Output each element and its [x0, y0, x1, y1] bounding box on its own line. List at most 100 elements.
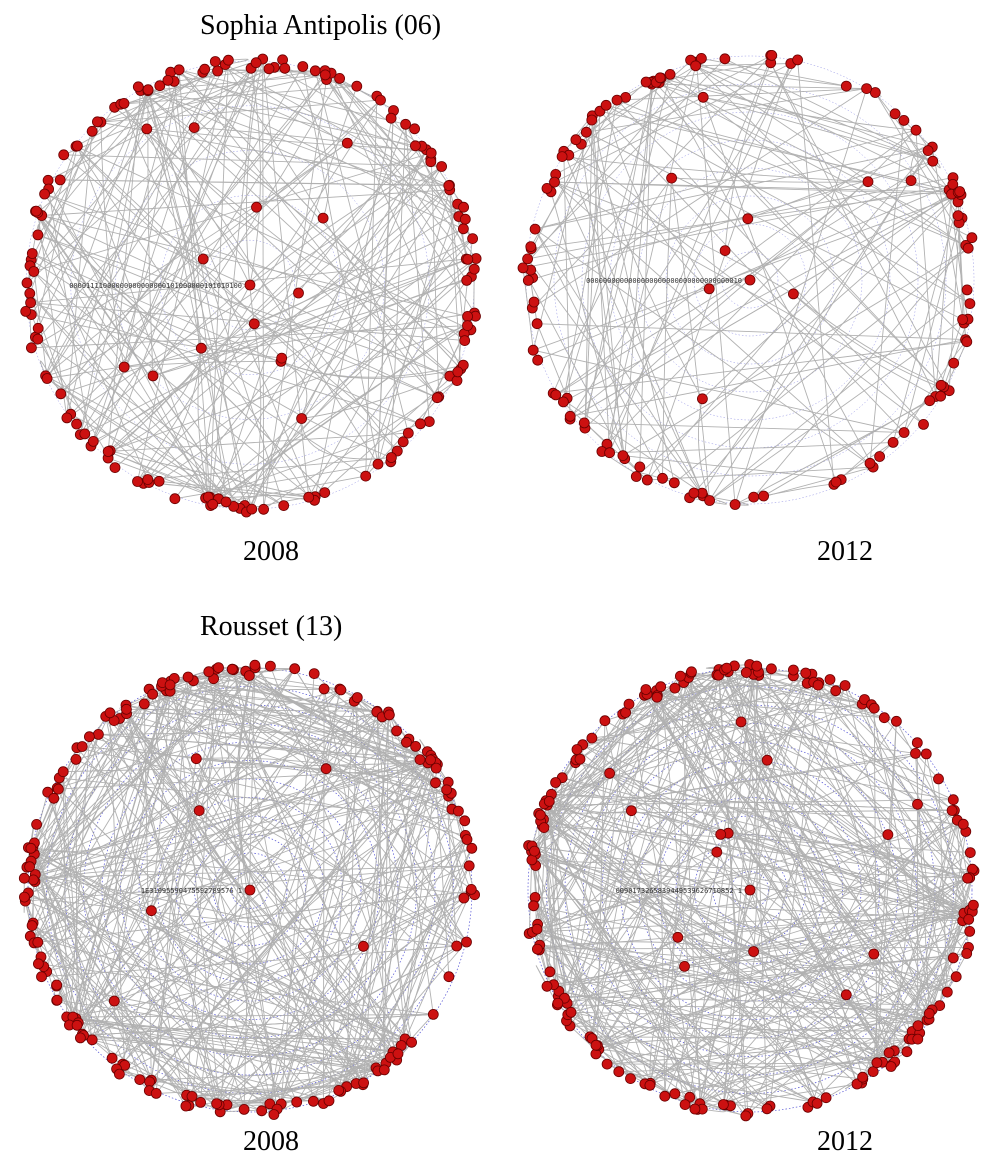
- network-edge: [170, 688, 340, 692]
- network-node: [458, 201, 470, 213]
- network-edge: [340, 762, 429, 1092]
- network-edge: [562, 156, 869, 183]
- network-node: [173, 64, 185, 76]
- network-node: [443, 180, 455, 192]
- network-node: [830, 685, 842, 697]
- network-edge: [693, 191, 961, 494]
- network-edge: [551, 793, 964, 825]
- network-edge: [47, 792, 141, 1080]
- network-edge: [89, 736, 387, 1064]
- network-node: [964, 298, 976, 310]
- network-edge: [671, 178, 711, 501]
- network-node: [711, 846, 723, 858]
- network-node: [291, 1096, 303, 1108]
- panel-year-rousset-2012: 2012: [817, 1126, 873, 1157]
- network-edge: [201, 276, 472, 349]
- network-panel-sophia-2008: 0000111100000000000000010100000010101010…: [10, 40, 490, 525]
- network-edge: [150, 671, 247, 911]
- network-edge: [558, 675, 760, 992]
- network-node: [695, 52, 707, 64]
- network-node: [715, 828, 727, 840]
- network-edge: [43, 669, 234, 967]
- network-node: [75, 1032, 86, 1044]
- network-edge: [527, 58, 726, 260]
- network-edge: [724, 58, 933, 162]
- network-edge: [308, 218, 466, 498]
- network-edge: [656, 696, 885, 719]
- network-edge: [35, 210, 326, 493]
- network-node: [351, 80, 363, 92]
- network-edge: [656, 690, 973, 912]
- network-edge: [224, 64, 438, 398]
- network-node: [190, 753, 202, 765]
- network-edge: [570, 339, 966, 417]
- network-node: [164, 679, 176, 691]
- network-node: [544, 966, 556, 978]
- network-node: [935, 379, 947, 391]
- network-edge: [178, 69, 212, 506]
- network-edge: [532, 752, 916, 933]
- network-edge: [656, 696, 892, 1067]
- network-node: [957, 818, 969, 830]
- network-node: [213, 662, 224, 674]
- network-node: [32, 322, 44, 334]
- network-edge: [609, 772, 883, 1063]
- network-edge: [31, 314, 282, 359]
- network-node: [243, 670, 255, 682]
- node-group: [20, 53, 482, 518]
- network-node: [132, 81, 144, 93]
- network-edge: [671, 177, 869, 183]
- network-edge: [586, 65, 696, 133]
- network-edge: [28, 810, 200, 853]
- network-node: [462, 310, 474, 322]
- network-node: [145, 905, 157, 917]
- network-edge: [543, 818, 864, 1080]
- network-edge: [883, 717, 939, 780]
- network-edge: [584, 181, 869, 429]
- network-edge: [549, 971, 771, 1107]
- network-edge: [651, 83, 867, 90]
- edge-group: [25, 58, 477, 513]
- network-edge: [538, 812, 948, 993]
- network-node: [839, 680, 851, 691]
- network-edge: [664, 673, 692, 1097]
- network-edge: [534, 228, 874, 468]
- network-node: [459, 815, 471, 827]
- network-node: [655, 681, 667, 693]
- network-edge: [58, 767, 437, 790]
- network-node: [436, 161, 448, 172]
- network-node: [425, 147, 437, 159]
- network-edge: [29, 668, 233, 868]
- network-edge: [44, 193, 202, 349]
- network-edge: [528, 845, 919, 1027]
- network-node: [279, 62, 291, 74]
- network-node: [721, 662, 733, 674]
- network-edge: [146, 128, 202, 349]
- network-node: [211, 1098, 223, 1110]
- network-edge: [30, 848, 152, 1081]
- network-node: [409, 123, 421, 135]
- network-edge: [225, 64, 450, 191]
- network-edge: [528, 845, 919, 1040]
- network-node: [874, 451, 886, 462]
- network-edge: [770, 62, 937, 397]
- network-node: [26, 920, 38, 932]
- network-edge: [527, 177, 954, 260]
- network-node: [461, 936, 472, 948]
- network-node: [141, 123, 153, 135]
- network-node: [21, 277, 33, 289]
- network-edge: [872, 820, 958, 1072]
- network-edge: [109, 68, 252, 451]
- network-edge: [166, 690, 391, 1058]
- network-node: [441, 784, 453, 796]
- network-edge: [152, 258, 468, 377]
- network-edge: [269, 758, 434, 1105]
- network-edge: [83, 1013, 434, 1036]
- network-node: [740, 667, 752, 678]
- network-node: [41, 373, 53, 384]
- network-edge: [576, 675, 794, 750]
- network-node: [264, 1098, 276, 1110]
- network-edge: [702, 495, 749, 506]
- network-edge: [537, 941, 754, 952]
- network-edge: [35, 210, 125, 368]
